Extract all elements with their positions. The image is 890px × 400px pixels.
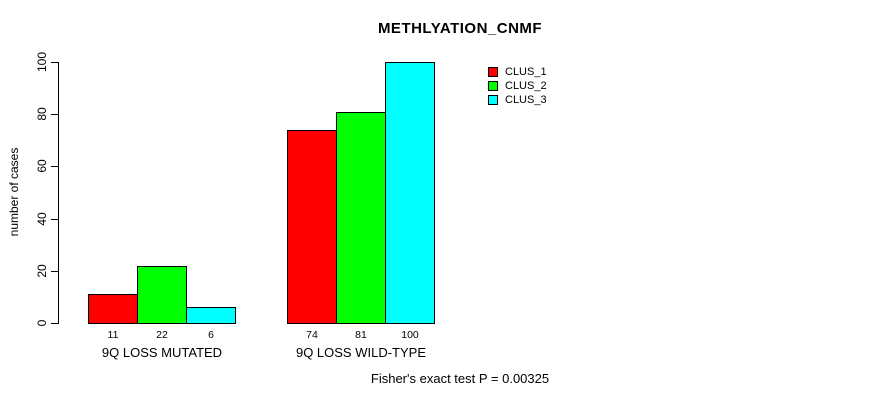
bar-value-label: 100	[401, 329, 419, 341]
bar	[137, 266, 187, 324]
bar-value-label: 81	[355, 329, 367, 341]
y-tick-label: 80	[35, 107, 49, 121]
y-tick-label: 100	[35, 51, 49, 73]
legend: CLUS_1 CLUS_2 CLUS_3	[488, 65, 547, 107]
chart-title: METHLYATION_CNMF	[377, 20, 543, 37]
bar-value-label: 6	[208, 329, 214, 341]
group-label: 9Q LOSS MUTATED	[101, 345, 223, 360]
y-tick	[51, 62, 58, 63]
y-tick-label: 0	[35, 319, 49, 327]
legend-item: CLUS_3	[488, 93, 547, 107]
group-label: 9Q LOSS WILD-TYPE	[295, 345, 427, 360]
bar-value-label: 11	[107, 329, 119, 341]
y-axis-line	[58, 62, 59, 324]
legend-item: CLUS_2	[488, 79, 547, 93]
y-tick	[51, 271, 58, 272]
bar-value-label: 74	[306, 329, 318, 341]
y-tick-label: 40	[35, 212, 49, 226]
legend-swatch	[488, 81, 498, 91]
bar	[385, 62, 435, 324]
legend-item: CLUS_1	[488, 65, 547, 79]
y-tick	[51, 114, 58, 115]
bar-value-label: 22	[156, 329, 168, 341]
bar	[336, 112, 386, 324]
legend-swatch	[488, 67, 498, 77]
y-tick-label: 20	[35, 264, 49, 278]
y-tick	[51, 219, 58, 220]
legend-label: CLUS_2	[505, 80, 547, 92]
y-tick	[51, 323, 58, 324]
legend-swatch	[488, 95, 498, 105]
y-axis-label: number of cases	[7, 147, 21, 237]
bar	[88, 294, 138, 324]
y-tick-label: 60	[35, 159, 49, 173]
legend-label: CLUS_3	[505, 94, 547, 106]
bar	[287, 130, 337, 324]
bar	[186, 307, 236, 324]
y-tick	[51, 166, 58, 167]
legend-label: CLUS_1	[505, 66, 547, 78]
footnote: Fisher's exact test P = 0.00325	[370, 371, 550, 386]
